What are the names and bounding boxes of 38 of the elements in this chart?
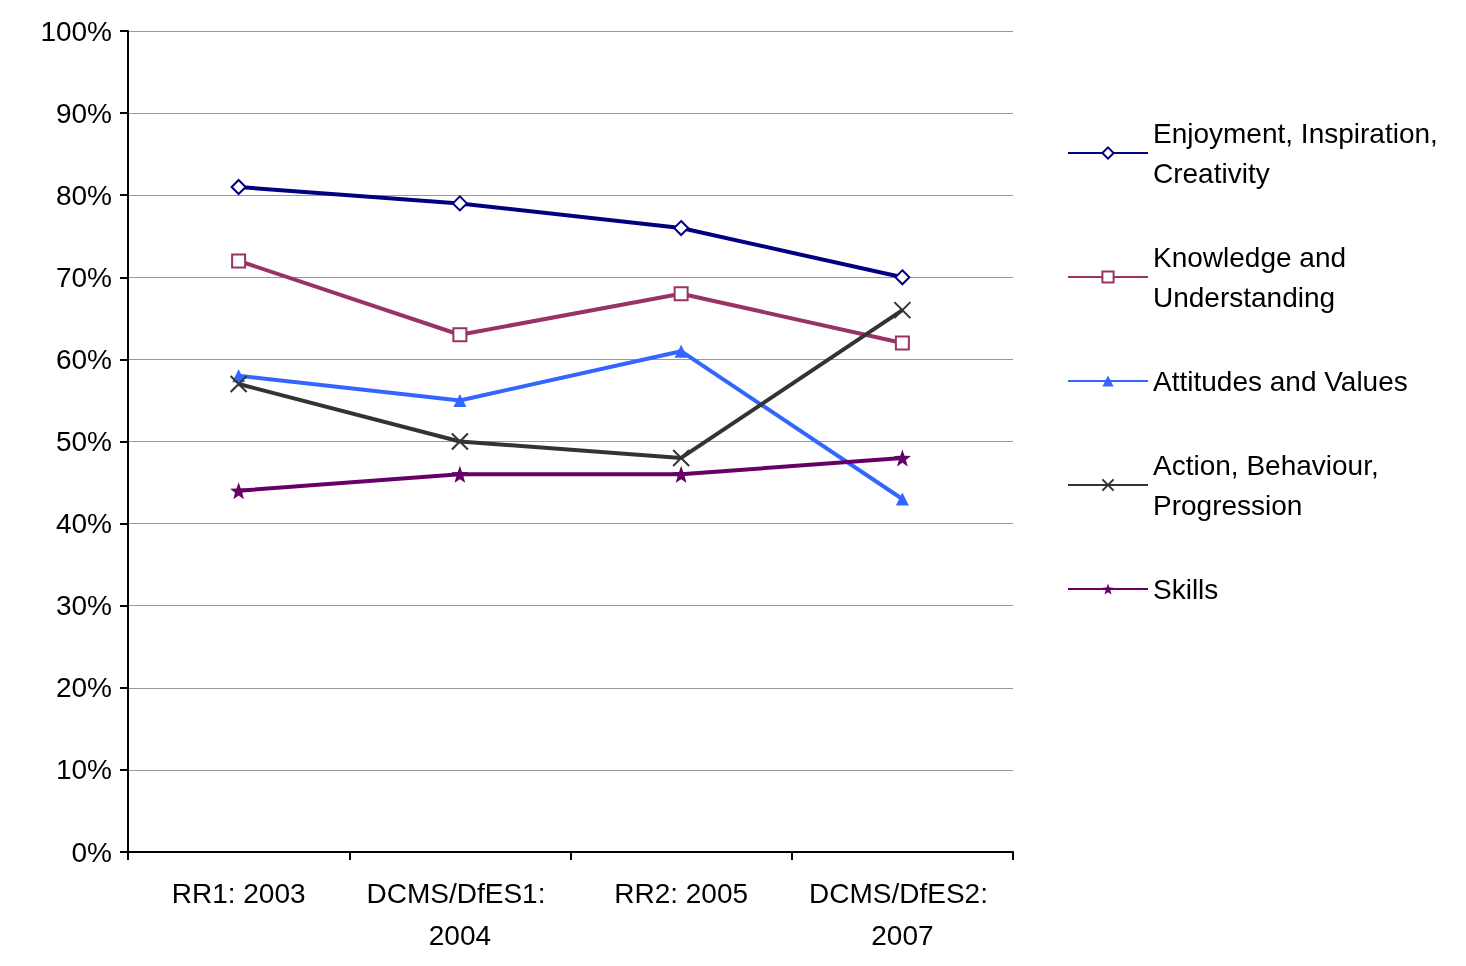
y-tick-label: 50%: [55, 426, 112, 457]
y-tick-label: 30%: [55, 590, 112, 622]
y-tick-label: 20%: [55, 672, 112, 704]
point: [674, 344, 688, 358]
legend-label: Attitudes and Values: [1153, 365, 1408, 397]
point: [451, 195, 468, 212]
point: [895, 492, 909, 506]
x-tick-label: RR2: 2005: [614, 877, 749, 909]
point: [673, 286, 689, 302]
y-tick-label: 40%: [55, 508, 112, 540]
y-tick-label: 70%: [55, 261, 112, 293]
y-tick-label: 0%: [71, 836, 112, 868]
legend-label: Enjoyment, Inspiration, Creativity: [1153, 117, 1446, 189]
y-tick-label: 10%: [55, 754, 112, 786]
point: [893, 449, 911, 467]
y-tick-label: 90%: [55, 97, 112, 129]
y-tick-label: 60%: [55, 343, 112, 375]
point: [230, 482, 248, 500]
x-tick-label: DCMS/DfES1: 2004: [366, 877, 554, 951]
legend-label: Skills: [1153, 573, 1219, 605]
point: [894, 269, 911, 286]
point: [230, 178, 247, 195]
point: [893, 301, 912, 320]
point: [673, 220, 690, 237]
y-tick-label: 80%: [55, 179, 112, 211]
y-tick-label: 100%: [40, 15, 112, 47]
point: [229, 375, 248, 394]
legend-label: Action, Behaviour, Progression: [1153, 449, 1387, 521]
point: [231, 253, 247, 269]
point: [450, 432, 469, 451]
legend-label: Knowledge and Understanding: [1153, 241, 1354, 313]
point: [453, 393, 467, 407]
point: [672, 448, 691, 467]
point: [451, 465, 469, 483]
point: [894, 335, 910, 351]
point: [452, 327, 468, 343]
x-tick-label: RR1: 2003: [171, 877, 306, 909]
x-tick-label: DCMS/DfES2: 2007: [809, 877, 996, 951]
